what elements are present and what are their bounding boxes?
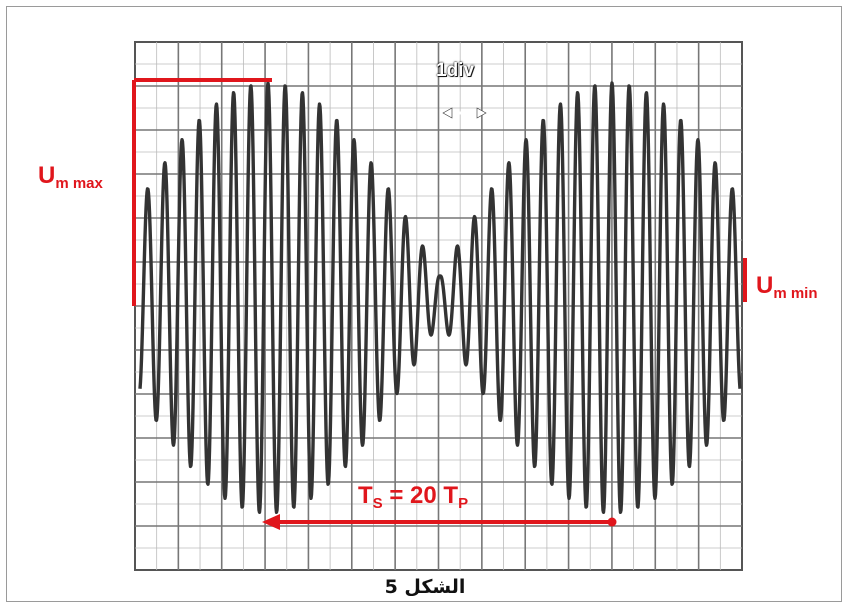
signal-waveform [138, 81, 742, 514]
division-arrow [442, 107, 487, 119]
u-min-label: Um min [756, 272, 818, 302]
grid-major [135, 42, 742, 570]
division-label: 1div [436, 60, 475, 81]
u-max-marker [132, 78, 272, 306]
u-max-label: Um max [38, 162, 103, 192]
figure-caption: الشكل 5 [384, 576, 466, 598]
beat-period-label: TS = 20 TP [358, 482, 469, 512]
ts-arrow [262, 514, 617, 530]
